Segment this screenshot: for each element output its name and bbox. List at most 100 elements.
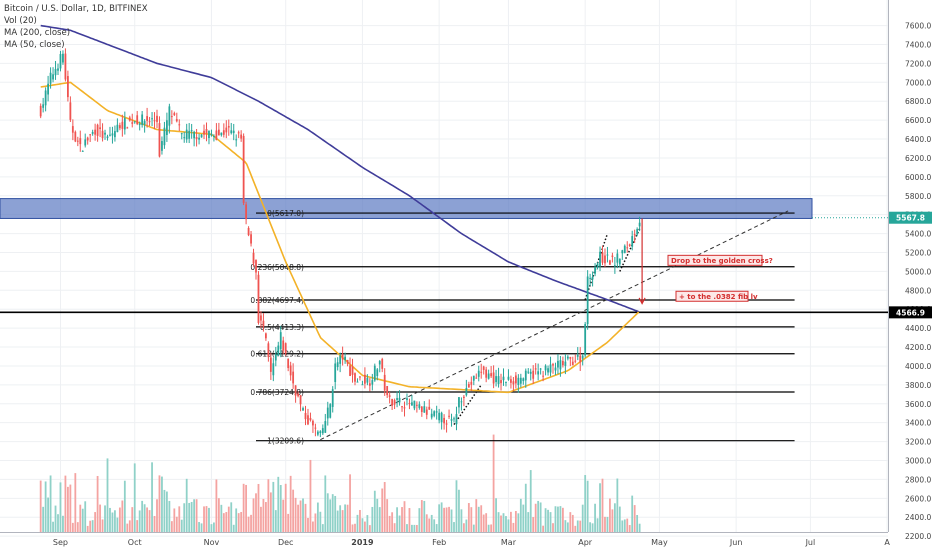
candle-body (524, 370, 527, 381)
volume-bar (307, 517, 309, 532)
y-tick-label: 7200.0 (905, 59, 931, 68)
volume-bar (527, 512, 530, 532)
volume-bar (84, 501, 87, 532)
volume-bar (341, 510, 344, 532)
y-tick-label: 7000.0 (905, 78, 931, 87)
candle-body (262, 320, 265, 327)
candle-body (339, 355, 342, 364)
candle-body (324, 421, 327, 433)
volume-bar (467, 503, 470, 532)
volume-bar (559, 506, 562, 532)
candle-body (507, 376, 510, 380)
volume-bar (242, 483, 245, 532)
annotation-text[interactable]: + to the .0382 fib lv (679, 293, 758, 301)
ma200-line (40, 24, 639, 313)
candle-body (594, 267, 596, 274)
candle-body (584, 324, 587, 356)
annotations[interactable]: Drop to the golden cross? + to the .0382 … (638, 218, 773, 305)
candle-body (148, 121, 151, 123)
candle-body (638, 222, 641, 227)
candle-body (284, 343, 287, 354)
candle-body (128, 117, 131, 121)
volume-bar (158, 475, 161, 532)
volume-bar (143, 504, 146, 532)
volume-bar (193, 499, 196, 532)
volume-bar (269, 492, 272, 532)
volume-bar (621, 520, 624, 532)
candle-body (346, 359, 349, 364)
volume-bar (151, 462, 153, 532)
volume-bar (200, 523, 203, 532)
candle-body (227, 126, 230, 128)
candle-body (64, 53, 67, 80)
candle-body (458, 397, 460, 408)
candle-body (398, 397, 401, 403)
volume-bar (453, 522, 455, 532)
candle-body (173, 113, 176, 116)
volume-bar (274, 510, 277, 532)
volume-bar (492, 434, 495, 532)
volume-bar (606, 516, 609, 532)
volume-bar (175, 516, 178, 532)
candle-body (467, 384, 470, 388)
fib-level-label: 0.236(5048.8) (250, 263, 304, 272)
volume-bar (205, 506, 208, 532)
candle-body (314, 427, 317, 429)
volume-bar (321, 524, 324, 532)
candle-body (319, 431, 322, 434)
candle-body (517, 377, 520, 385)
candle-body (180, 133, 183, 135)
volume-bar (638, 523, 641, 532)
candle-body (215, 130, 218, 140)
volume-bar (215, 479, 218, 532)
volume-bar (225, 512, 228, 532)
candle-body (428, 406, 431, 410)
price-marker-box[interactable] (889, 306, 932, 319)
volume-bar (284, 483, 287, 532)
candle-body (542, 375, 544, 377)
candle-body (225, 127, 228, 133)
candle-body (482, 366, 485, 370)
candle-body (59, 54, 62, 69)
price-marker-box[interactable] (889, 211, 932, 224)
volume-bar (319, 511, 322, 532)
candle-body (279, 332, 282, 350)
volume-bar (314, 513, 317, 532)
candle-body (250, 234, 252, 244)
candle-body (349, 365, 351, 376)
volume-bar (542, 525, 544, 532)
vol-indicator-label[interactable]: Vol (20) (4, 16, 37, 26)
candle-body (79, 138, 82, 145)
volume-bar (398, 515, 401, 532)
ma50-indicator-label[interactable]: MA (50, close) (4, 40, 65, 50)
candle-body (534, 368, 537, 370)
candle-body (562, 360, 564, 366)
ma200-indicator-label[interactable]: MA (200, close) (4, 28, 71, 38)
volume-bar (368, 525, 371, 532)
y-tick-label: 4000.0 (905, 362, 931, 371)
fib-level-label: 0.5(4413.3) (260, 323, 304, 332)
volume-bar (198, 522, 200, 532)
volume-bar (361, 518, 364, 532)
symbol-title[interactable]: Bitcoin / U.S. Dollar, 1D, BITFINEX (4, 4, 148, 14)
volume-bar (475, 499, 478, 532)
y-tick-label: 7400.0 (905, 40, 931, 49)
annotation-box (667, 254, 763, 266)
candle-body (500, 380, 502, 384)
candle-body (581, 355, 584, 359)
volume-bar (425, 514, 428, 532)
volume-bar (257, 483, 260, 532)
candle-body (606, 254, 609, 256)
candle-body (96, 124, 99, 136)
volume-bar (450, 509, 453, 532)
candle-body (57, 68, 59, 71)
fib-retracement[interactable]: 0(5617.0) 0.236(5048.8) 0.382(4697.4) 0.5(4… (0, 209, 888, 446)
volume-bar (472, 524, 475, 532)
candle-body (539, 368, 542, 370)
candle-body (487, 373, 490, 379)
candle-body (138, 123, 141, 125)
y-tick-label: 2800.0 (905, 475, 931, 484)
candle-body (492, 372, 495, 384)
annotation-text[interactable]: Drop to the golden cross? (671, 257, 773, 265)
